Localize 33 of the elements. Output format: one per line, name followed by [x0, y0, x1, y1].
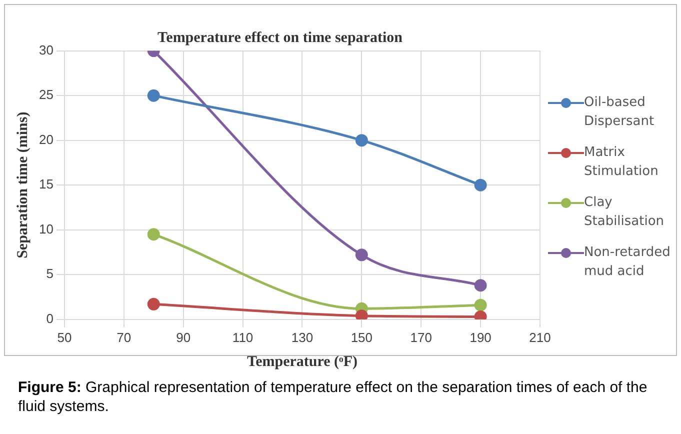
- x-tick-label: 110: [232, 330, 254, 345]
- y-tick-label: 0: [46, 310, 54, 326]
- point: [355, 134, 368, 147]
- x-tick-label: 130: [291, 330, 314, 345]
- point: [147, 228, 160, 241]
- legend-label: Matrix Stimulation: [584, 144, 660, 181]
- point: [355, 248, 368, 262]
- legend-label: Non-retarded mud acid: [584, 244, 672, 281]
- x-tick-label: 210: [529, 330, 551, 345]
- point: [147, 89, 160, 102]
- y-tick-label: 10: [38, 221, 54, 236]
- legend-label: Oil-based Dispersant: [584, 94, 656, 131]
- y-tick-label: 15: [38, 176, 54, 192]
- x-tick-label: 150: [350, 330, 373, 345]
- x-axis-title: Temperature (ᵒF): [246, 354, 358, 370]
- x-tick-label: 90: [176, 330, 191, 345]
- x-tick-label: 70: [116, 330, 132, 345]
- y-tick-label: 20: [38, 132, 54, 147]
- y-tick-label: 25: [38, 87, 54, 102]
- x-tick-label: 170: [410, 330, 432, 345]
- y-tick-label: 30: [38, 42, 54, 58]
- point: [474, 279, 487, 292]
- point: [474, 298, 487, 312]
- chart-title: Temperature effect on time separation: [158, 30, 402, 46]
- x-tick-label: 50: [57, 330, 72, 345]
- caption: Figure 5: Graphical representation of temperature effect on the separation times of each of the fluid systems.: [18, 378, 648, 416]
- y-tick-label: 5: [46, 266, 54, 282]
- x-tick-label: 190: [470, 330, 492, 345]
- legend-label: Clay Stabilisation: [584, 194, 666, 231]
- point: [355, 310, 368, 320]
- point: [147, 298, 160, 310]
- point: [474, 178, 487, 192]
- y-axis-title: Separation time (mins): [14, 112, 31, 258]
